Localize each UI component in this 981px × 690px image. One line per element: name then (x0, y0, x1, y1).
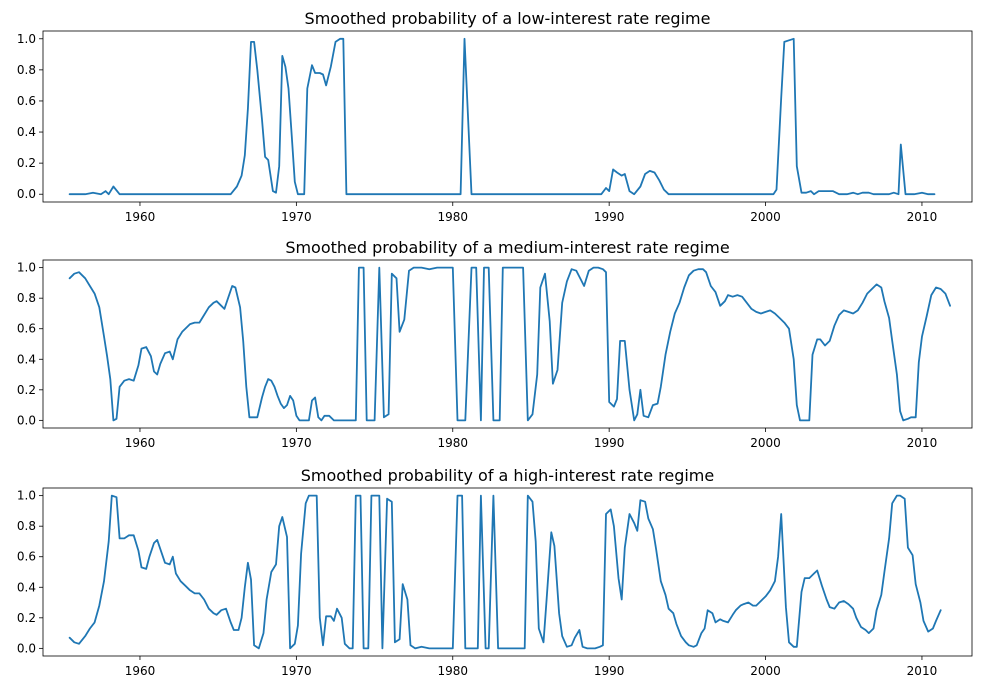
x-tick-label: 1960 (125, 210, 156, 224)
x-tick-label: 1970 (281, 436, 312, 450)
y-tick-label: 0.8 (17, 291, 36, 305)
y-tick-label: 1.0 (17, 32, 36, 46)
y-tick-label: 0.0 (17, 413, 36, 427)
y-tick-label: 0.6 (17, 94, 36, 108)
plot-area (42, 259, 973, 429)
y-tick-label: 0.4 (17, 580, 36, 594)
x-tick-label: 1990 (594, 664, 625, 678)
x-tick-label: 1960 (125, 664, 156, 678)
y-tick-label: 0.2 (17, 383, 36, 397)
x-tick-label: 1970 (281, 210, 312, 224)
chart-title: Smoothed probability of a medium-interes… (285, 238, 729, 257)
subplot-3: Smoothed probability of a high-interest … (17, 466, 973, 678)
x-tick-label: 2010 (907, 436, 938, 450)
y-tick-label: 0.6 (17, 550, 36, 564)
x-tick-label: 2000 (750, 436, 781, 450)
y-tick-label: 0.2 (17, 156, 36, 170)
chart-title: Smoothed probability of a high-interest … (301, 466, 714, 485)
x-tick-label: 2000 (750, 664, 781, 678)
x-tick-label: 1990 (594, 436, 625, 450)
plot-area (42, 487, 973, 657)
probability-line-1 (68, 266, 951, 422)
x-tick-label: 1980 (437, 664, 468, 678)
y-tick-label: 0.8 (17, 63, 36, 77)
y-tick-label: 0.2 (17, 611, 36, 625)
y-tick-label: 0.0 (17, 187, 36, 201)
x-tick-label: 1970 (281, 664, 312, 678)
x-tick-label: 2010 (907, 210, 938, 224)
y-tick-label: 0.4 (17, 352, 36, 366)
x-tick-label: 1960 (125, 436, 156, 450)
x-tick-label: 1990 (594, 210, 625, 224)
y-tick-label: 0.4 (17, 125, 36, 139)
probability-line-1 (68, 37, 936, 196)
y-tick-label: 1.0 (17, 261, 36, 275)
y-tick-label: 0.8 (17, 519, 36, 533)
x-tick-label: 2010 (907, 664, 938, 678)
subplot-2: Smoothed probability of a medium-interes… (17, 238, 973, 450)
x-tick-label: 1980 (437, 210, 468, 224)
y-tick-label: 0.0 (17, 641, 36, 655)
plot-area (42, 30, 973, 203)
y-tick-label: 0.6 (17, 322, 36, 336)
subplot-1: Smoothed probability of a low-interest r… (17, 9, 973, 224)
chart-title: Smoothed probability of a low-interest r… (305, 9, 711, 28)
y-tick-label: 1.0 (17, 489, 36, 503)
probability-line-1 (68, 494, 942, 650)
x-tick-label: 2000 (750, 210, 781, 224)
x-tick-label: 1980 (437, 436, 468, 450)
